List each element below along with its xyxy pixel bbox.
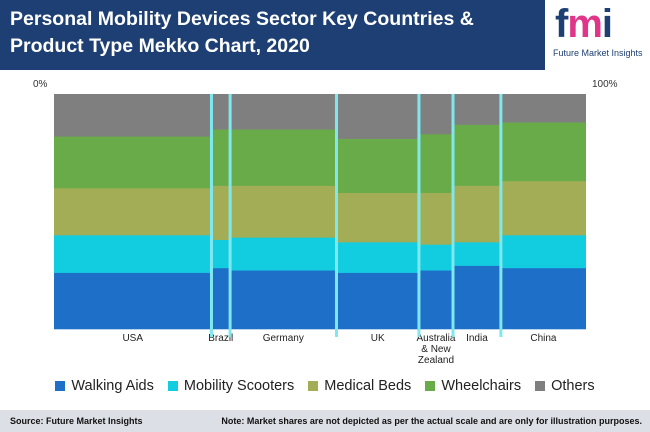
legend-label: Mobility Scooters: [183, 378, 295, 394]
segment-usa-wheelchairs: [54, 136, 212, 189]
legend-swatch: [425, 381, 436, 391]
segment-uk-others: [336, 94, 419, 139]
segment-usa-mobility-scooters: [54, 235, 212, 273]
segment-germany-mobility-scooters: [230, 237, 337, 271]
segment-china-wheelchairs: [500, 122, 586, 182]
segment-india-medical-beds: [453, 185, 501, 243]
legend-item-medical-beds: Medical Beds: [308, 378, 411, 394]
segment-australia-new-zealand-wheelchairs: [418, 133, 453, 193]
segment-brazil-wheelchairs: [211, 129, 231, 186]
segment-germany-medical-beds: [230, 185, 337, 238]
fmi-logo: fmi Future Market Insights: [545, 0, 650, 70]
segment-india-walking-aids: [453, 265, 501, 330]
fmi-logo-subtitle: Future Market Insights: [553, 48, 643, 58]
segment-china-walking-aids: [500, 267, 586, 330]
segment-china-mobility-scooters: [500, 235, 586, 269]
segment-india-others: [453, 94, 501, 125]
x-axis-min-label: 0%: [33, 79, 48, 90]
legend-label: Wheelchairs: [441, 378, 522, 394]
legend-swatch: [167, 381, 178, 391]
segment-australia-new-zealand-medical-beds: [418, 192, 453, 245]
legend-label: Walking Aids: [71, 378, 154, 394]
legend-item-walking-aids: Walking Aids: [55, 378, 154, 394]
legend-swatch: [535, 381, 546, 391]
legend-label: Others: [551, 378, 595, 394]
segment-brazil-mobility-scooters: [211, 239, 231, 269]
legend-item-others: Others: [535, 378, 595, 394]
segment-brazil-others: [211, 94, 231, 130]
segment-usa-medical-beds: [54, 188, 212, 236]
chart-legend: Walking Aids Mobility Scooters Medical Bed…: [0, 378, 650, 394]
segment-china-others: [500, 94, 586, 123]
category-label-india: India: [466, 333, 488, 344]
segment-uk-mobility-scooters: [336, 242, 419, 273]
fmi-logo-mark: fmi: [555, 2, 613, 46]
x-axis-max-label: 100%: [592, 79, 618, 90]
segment-brazil-walking-aids: [211, 267, 231, 330]
segment-australia-new-zealand-walking-aids: [418, 270, 453, 330]
category-label-china: China: [530, 333, 557, 344]
segment-uk-medical-beds: [336, 192, 419, 243]
chart-title: Personal Mobility Devices Sector Key Cou…: [10, 8, 474, 57]
legend-item-wheelchairs: Wheelchairs: [425, 378, 521, 394]
category-label-germany: Germany: [263, 333, 304, 344]
legend-swatch: [308, 381, 319, 391]
footer-source: Source: Future Market Insights: [10, 416, 143, 426]
segment-usa-others: [54, 94, 212, 137]
segment-uk-walking-aids: [336, 272, 419, 330]
legend-item-mobility-scooters: Mobility Scooters: [167, 378, 295, 394]
segment-usa-walking-aids: [54, 272, 212, 330]
mekko-chart: USA Brazil Germany UK Australia & New Zealand I…: [54, 94, 586, 366]
segment-germany-wheelchairs: [230, 129, 337, 186]
category-label-uk: UK: [371, 333, 385, 344]
segment-india-wheelchairs: [453, 124, 501, 186]
category-label-australia-new-zealand: Australia & New Zealand: [417, 333, 456, 366]
segment-australia-new-zealand-others: [418, 94, 453, 135]
segment-uk-wheelchairs: [336, 138, 419, 193]
chart-header: Personal Mobility Devices Sector Key Cou…: [0, 0, 545, 70]
segment-brazil-medical-beds: [211, 185, 231, 240]
legend-swatch: [55, 381, 66, 391]
category-label-brazil: Brazil: [208, 333, 233, 344]
segment-germany-others: [230, 94, 337, 130]
legend-label: Medical Beds: [324, 378, 412, 394]
segment-australia-new-zealand-mobility-scooters: [418, 244, 453, 271]
category-label-usa: USA: [122, 333, 143, 344]
segment-india-mobility-scooters: [453, 242, 501, 266]
footer-note: Note: Market shares are not depicted as …: [221, 416, 642, 426]
segment-china-medical-beds: [500, 180, 586, 236]
segment-germany-walking-aids: [230, 270, 337, 330]
footer-bar: Source: Future Market Insights Note: Mar…: [0, 410, 650, 432]
